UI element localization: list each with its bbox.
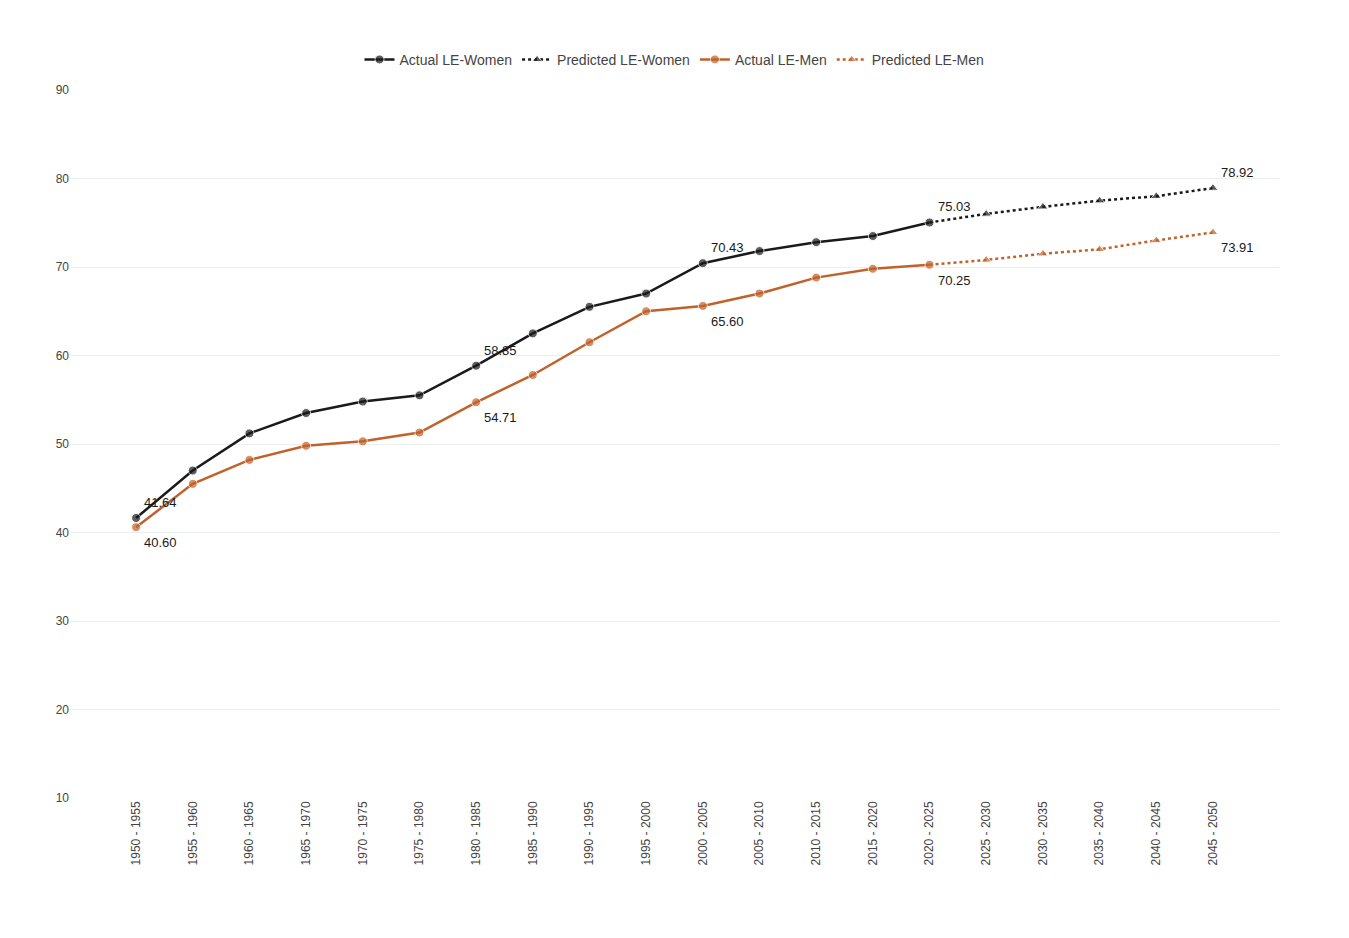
svg-text:2040 - 2045: 2040 - 2045 (1149, 801, 1163, 865)
svg-text:75.03: 75.03 (938, 199, 971, 214)
svg-text:2015 - 2020: 2015 - 2020 (866, 801, 880, 865)
svg-text:1975 - 1980: 1975 - 1980 (412, 801, 426, 865)
svg-text:1980 - 1985: 1980 - 1985 (469, 801, 483, 865)
svg-text:40: 40 (56, 526, 70, 540)
svg-text:70.25: 70.25 (938, 273, 971, 288)
svg-text:2030 - 2035: 2030 - 2035 (1036, 801, 1050, 865)
svg-text:70.43: 70.43 (711, 240, 744, 255)
svg-text:2010 - 2015: 2010 - 2015 (809, 801, 823, 865)
svg-text:1960 - 1965: 1960 - 1965 (242, 801, 256, 865)
svg-text:1990 - 1995: 1990 - 1995 (582, 801, 596, 865)
svg-text:80: 80 (56, 172, 70, 186)
svg-text:1965 - 1970: 1965 - 1970 (299, 801, 313, 865)
svg-text:Predicted LE-Women: Predicted LE-Women (557, 52, 690, 68)
svg-text:58.85: 58.85 (484, 343, 517, 358)
svg-text:90: 90 (56, 83, 70, 97)
svg-text:1985 - 1990: 1985 - 1990 (526, 801, 540, 865)
svg-text:50: 50 (56, 437, 70, 451)
svg-text:78.92: 78.92 (1221, 165, 1254, 180)
svg-text:1955 - 1960: 1955 - 1960 (186, 801, 200, 865)
svg-text:65.60: 65.60 (711, 314, 744, 329)
svg-text:70: 70 (56, 260, 70, 274)
svg-text:10: 10 (56, 791, 70, 805)
svg-text:30: 30 (56, 614, 70, 628)
svg-text:2005 - 2010: 2005 - 2010 (752, 801, 766, 865)
svg-text:1950 - 1955: 1950 - 1955 (129, 801, 143, 865)
svg-text:Actual LE-Women: Actual LE-Women (400, 52, 513, 68)
svg-text:2035 - 2040: 2035 - 2040 (1092, 801, 1106, 865)
svg-text:54.71: 54.71 (484, 410, 517, 425)
svg-text:Predicted LE-Men: Predicted LE-Men (872, 52, 984, 68)
svg-text:2000 - 2005: 2000 - 2005 (696, 801, 710, 865)
svg-text:41.64: 41.64 (144, 495, 177, 510)
svg-text:2025 - 2030: 2025 - 2030 (979, 801, 993, 865)
svg-text:20: 20 (56, 703, 70, 717)
svg-text:40.60: 40.60 (144, 535, 177, 550)
svg-text:60: 60 (56, 349, 70, 363)
svg-text:Actual LE-Men: Actual LE-Men (735, 52, 827, 68)
svg-text:2045 - 2050: 2045 - 2050 (1206, 801, 1220, 865)
svg-text:73.91: 73.91 (1221, 240, 1254, 255)
svg-text:1995 - 2000: 1995 - 2000 (639, 801, 653, 865)
svg-text:2020 - 2025: 2020 - 2025 (922, 801, 936, 865)
svg-text:1970 - 1975: 1970 - 1975 (356, 801, 370, 865)
